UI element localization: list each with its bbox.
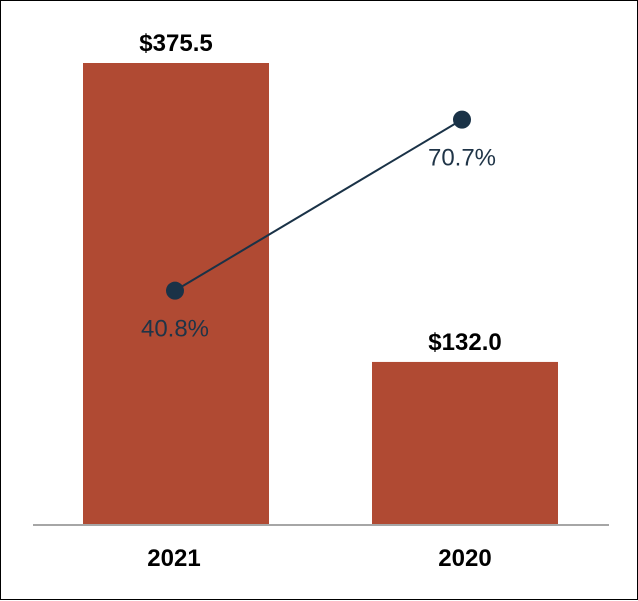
line-path: [174, 118, 463, 292]
bars-group: [83, 63, 558, 524]
bar-2020: [372, 361, 558, 524]
bar-value-label: $375.5: [139, 30, 212, 57]
category-labels-group: 2021 2020: [147, 545, 491, 572]
line-value-label: 70.7%: [428, 145, 496, 172]
line-point-2020: [453, 110, 471, 129]
x-tick-label: 2020: [438, 545, 491, 572]
x-tick-label: 2021: [147, 545, 200, 572]
line-point-2021: [166, 281, 184, 300]
line-series-group: 40.8% 70.7%: [141, 110, 496, 343]
bar-value-label: $132.0: [428, 329, 501, 356]
bar-labels-group: $375.5 $132.0: [139, 30, 501, 356]
line-value-label: 40.8%: [141, 316, 209, 343]
